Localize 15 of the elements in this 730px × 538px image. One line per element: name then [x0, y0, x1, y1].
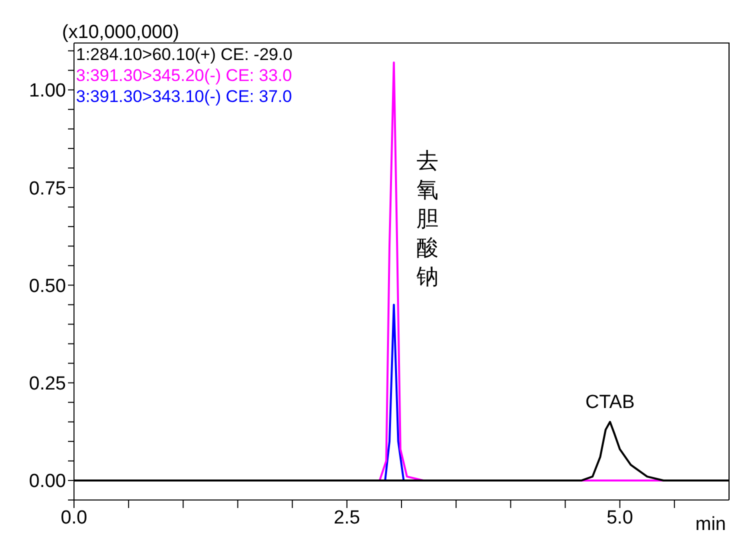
- y-tick-label: 1.00: [29, 80, 66, 102]
- y-tick-label: 0.00: [29, 471, 66, 492]
- text: 3:391.30>343.10(-) CE: 37.0: [76, 87, 292, 106]
- x-tick-label: 2.5: [334, 507, 360, 528]
- y-axis-title: (x10,000,000): [62, 22, 180, 43]
- y-tick-label: 0.75: [29, 178, 66, 200]
- x-tick-label: 0.0: [60, 507, 88, 528]
- text: 3:391.30>345.20(-) CE: 33.0: [76, 66, 292, 85]
- y-tick-label: 0.25: [29, 374, 66, 395]
- x-axis-title: min: [695, 514, 726, 535]
- x-tick-label: 5.0: [606, 507, 634, 528]
- annotation: CTAB: [585, 392, 635, 413]
- annotation: 去氧胆酸钠: [416, 149, 439, 290]
- y-tick-label: 0.50: [29, 276, 66, 297]
- text: 1:284.10>60.10(+) CE: -29.0: [76, 45, 292, 64]
